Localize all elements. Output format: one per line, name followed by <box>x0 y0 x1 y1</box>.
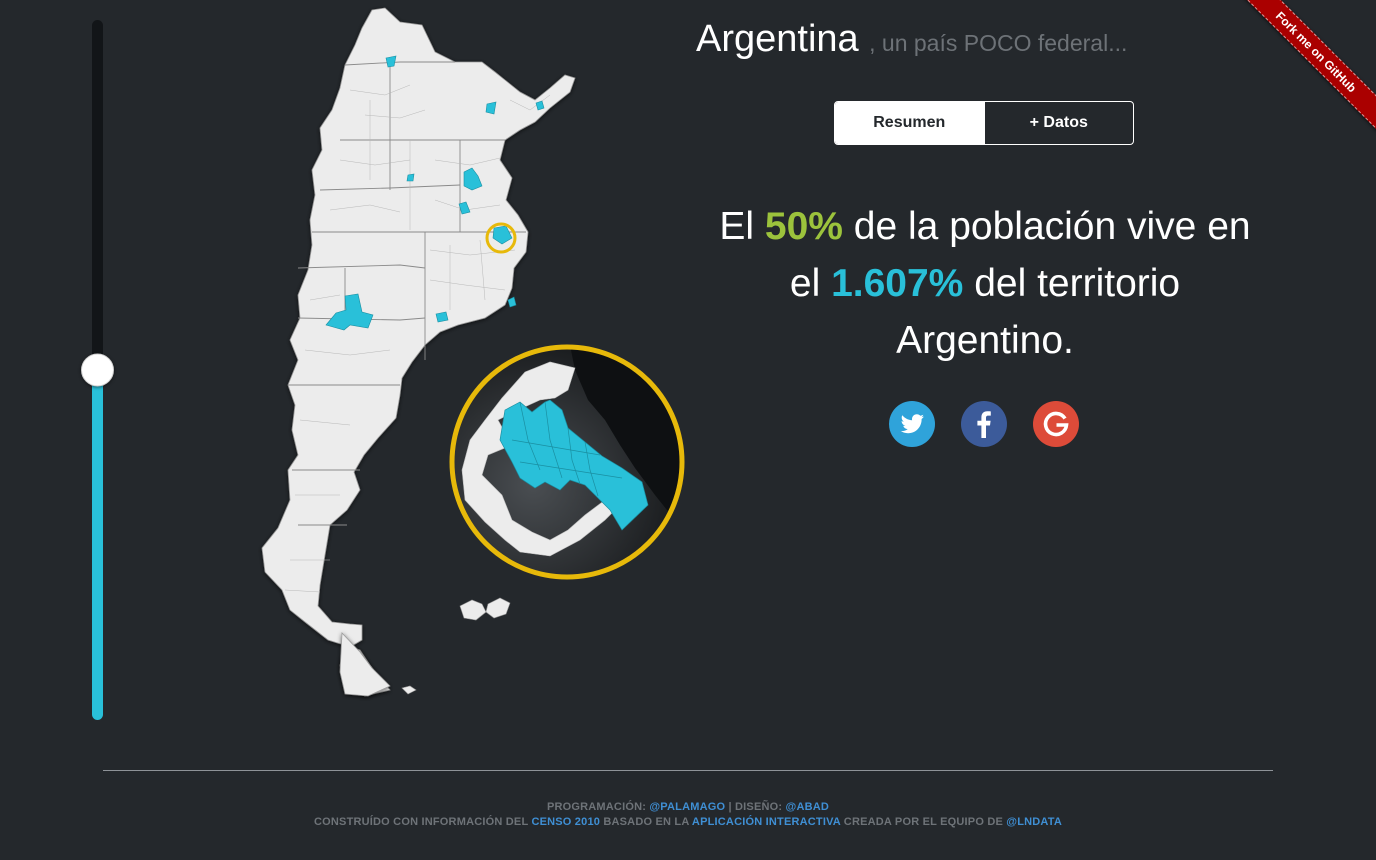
territory-percentage: 1.607% <box>831 262 964 305</box>
province-borders <box>288 61 526 526</box>
footer-text: BASADO EN LA <box>600 816 692 828</box>
abad-link[interactable]: @ABAD <box>785 801 830 813</box>
facebook-share-button[interactable] <box>961 401 1007 447</box>
argentina-map[interactable] <box>250 0 700 705</box>
page-title: Argentina , un país POCO federal... <box>696 18 1127 61</box>
zoom-department-borders <box>511 401 623 497</box>
twitter-share-button[interactable] <box>889 401 935 447</box>
headline-text-3: del territorio Argentino. <box>896 262 1181 362</box>
palamago-link[interactable]: @PALAMAGO <box>649 801 726 813</box>
headline-text-1: El <box>719 205 765 248</box>
title-subtitle: , un país POCO federal... <box>869 30 1128 56</box>
facebook-icon <box>961 401 1007 447</box>
tierra-del-fuego-shape <box>339 632 391 697</box>
slider-fill <box>92 370 103 720</box>
github-ribbon: Fork me on GitHub <box>1227 0 1376 149</box>
footer-text: PROGRAMACIÓN: <box>546 801 650 813</box>
headline-statement: El 50% de la población vive en el 1.607%… <box>700 198 1270 369</box>
footer-source: CONSTRUÍDO CON INFORMACIÓN DEL CENSO 201… <box>0 816 1376 828</box>
censo-link[interactable]: CENSO 2010 <box>531 816 601 828</box>
zoom-ring <box>449 344 685 580</box>
title-main: Argentina <box>696 18 859 60</box>
mainland-shape <box>261 7 576 697</box>
view-tabs: Resumen + Datos <box>834 101 1134 145</box>
lndata-link[interactable]: @LNDATA <box>1006 816 1063 828</box>
twitter-icon <box>889 401 935 447</box>
fork-me-ribbon-link[interactable]: Fork me on GitHub <box>1229 0 1376 139</box>
footer-credits: PROGRAMACIÓN: @PALAMAGO | DISEÑO: @ABAD <box>0 801 1376 813</box>
google-share-button[interactable] <box>1033 401 1079 447</box>
tab-resumen[interactable]: Resumen <box>835 102 984 144</box>
population-percentage: 50% <box>764 205 843 248</box>
focus-ring[interactable] <box>485 222 517 254</box>
footer-divider <box>103 770 1273 771</box>
footer-text: | DISEÑO: <box>725 801 786 813</box>
malvinas-islands-shape <box>401 597 511 695</box>
aplicacion-interactiva-link[interactable]: APLICACIÓN INTERACTIVA <box>691 816 841 828</box>
zoom-inset[interactable] <box>449 344 690 580</box>
footer-text: CREADA POR EL EQUIPO DE <box>840 816 1007 828</box>
footer-text: CONSTRUÍDO CON INFORMACIÓN DEL <box>313 816 532 828</box>
population-slider[interactable] <box>81 20 114 720</box>
highlighted-departments[interactable] <box>325 55 545 331</box>
headline-text-2: de la población vive en el <box>789 205 1251 305</box>
google-icon <box>1033 401 1079 447</box>
department-borders <box>284 84 551 593</box>
tab-mas-datos[interactable]: + Datos <box>983 102 1134 144</box>
slider-handle[interactable] <box>81 353 114 387</box>
